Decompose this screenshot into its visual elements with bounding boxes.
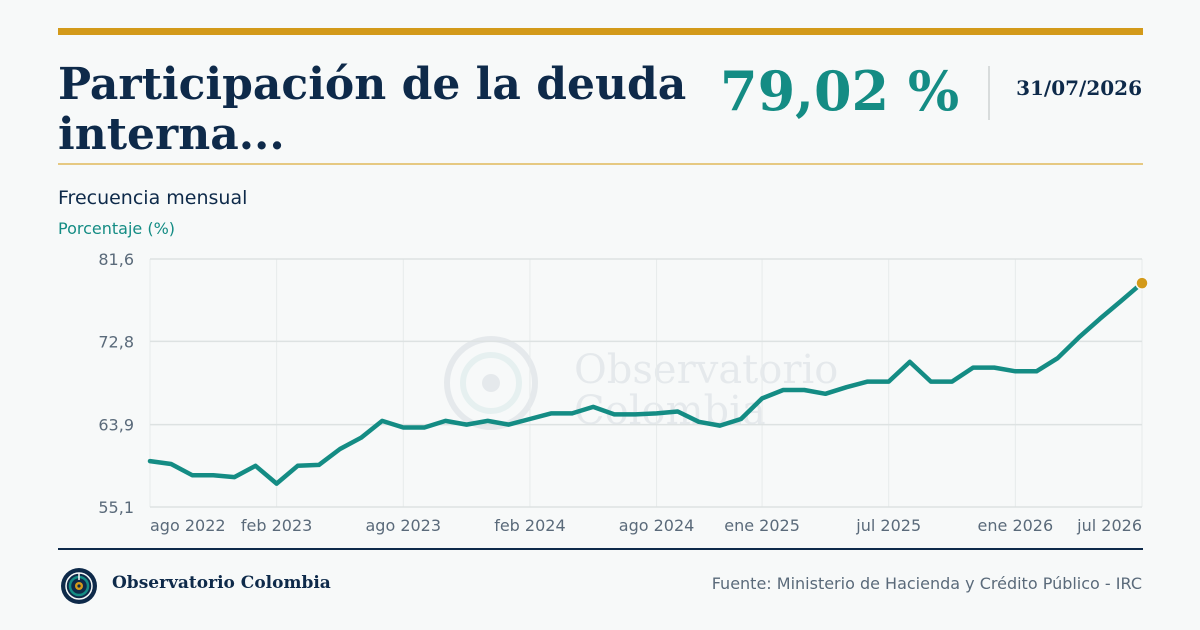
brand-name: Observatorio Colombia <box>112 573 331 593</box>
x-tick-label: feb 2024 <box>494 516 565 535</box>
top-accent-bar <box>58 28 1143 35</box>
y-tick-label: 72,8 <box>98 332 134 351</box>
watermark: Observatorio Colombia <box>444 336 838 434</box>
watermark-logo-ring <box>444 336 538 430</box>
series-line <box>147 280 1145 486</box>
x-tick-label: jul 2026 <box>1076 516 1142 535</box>
observatorio-logo-icon <box>61 568 97 604</box>
page-title: Participación de la deuda interna... <box>58 59 687 160</box>
watermark-text-1: Observatorio <box>574 347 838 393</box>
y-axis-ticks: 55,1 63,9 72,8 81,6 <box>98 250 134 517</box>
unit-label: Porcentaje (%) <box>58 219 176 238</box>
y-tick-label: 81,6 <box>98 250 134 269</box>
x-tick-label: jul 2025 <box>855 516 921 535</box>
series-group <box>147 276 1149 486</box>
current-value: 79,02 % <box>720 59 960 123</box>
last-data-point <box>1135 276 1149 290</box>
x-tick-label: ene 2026 <box>978 516 1054 535</box>
header-underline <box>58 163 1143 165</box>
y-tick-label: 63,9 <box>98 416 134 435</box>
header-divider <box>988 66 990 120</box>
x-tick-label: ago 2022 <box>150 516 226 535</box>
watermark-logo-dot <box>482 374 500 392</box>
data-source: Fuente: Ministerio de Hacienda y Crédito… <box>711 574 1142 593</box>
x-tick-label: feb 2023 <box>241 516 312 535</box>
frequency-label: Frecuencia mensual <box>58 187 248 209</box>
x-tick-label: ene 2025 <box>724 516 800 535</box>
current-date: 31/07/2026 <box>1016 76 1142 100</box>
y-tick-label: 55,1 <box>98 498 134 517</box>
footer-divider <box>58 548 1143 550</box>
horizontal-grid <box>150 258 1142 508</box>
x-axis-ticks: ago 2022 feb 2023 ago 2023 feb 2024 ago 2024… <box>150 516 1142 535</box>
x-tick-label: ago 2023 <box>365 516 441 535</box>
vertical-grid <box>149 259 1143 507</box>
watermark-logo-inner-ring <box>460 352 522 414</box>
x-tick-label: ago 2024 <box>619 516 695 535</box>
